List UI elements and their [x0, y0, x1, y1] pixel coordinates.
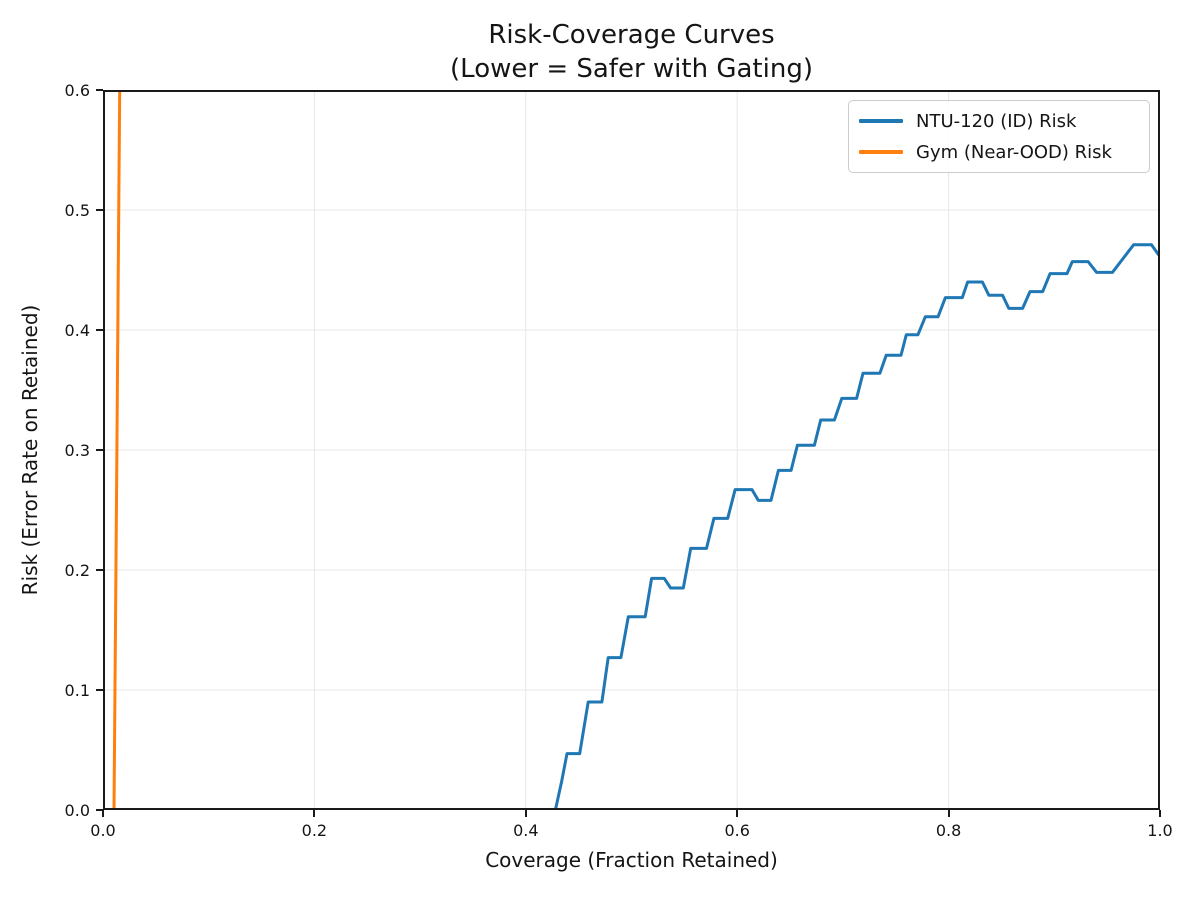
x-tick-mark — [736, 810, 739, 817]
series-line-0 — [103, 243, 1160, 810]
legend: NTU-120 (ID) Risk Gym (Near-OOD) Risk — [848, 100, 1150, 173]
x-tick-label: 0.4 — [513, 821, 539, 840]
x-tick-label: 0.8 — [935, 821, 962, 840]
y-tick-label: 0.5 — [64, 201, 90, 220]
legend-line-swatch-blue — [859, 119, 903, 123]
y-tick-label: 0.4 — [64, 321, 90, 340]
y-axis-label: Risk (Error Rate on Retained) — [18, 304, 42, 596]
legend-line-swatch-orange — [859, 150, 903, 154]
legend-label-ntu120: NTU-120 (ID) Risk — [916, 110, 1077, 132]
x-tick-mark — [313, 810, 316, 817]
x-tick-label: 1.0 — [1147, 821, 1173, 840]
y-tick-label: 0.0 — [64, 801, 90, 820]
chart-canvas — [103, 90, 1160, 810]
y-tick-mark — [96, 89, 103, 91]
plot-border — [103, 90, 1160, 810]
chart-title-line-1: Risk-Coverage Curves — [488, 20, 775, 50]
x-axis-label: Coverage (Fraction Retained) — [485, 848, 778, 872]
x-tick-label: 0.0 — [90, 821, 116, 840]
x-tick-mark — [102, 810, 104, 817]
x-tick-mark — [1159, 810, 1161, 817]
legend-label-gym: Gym (Near-OOD) Risk — [916, 141, 1112, 163]
chart-title: Risk-Coverage Curves (Lower = Safer with… — [103, 18, 1160, 86]
y-tick-mark — [96, 449, 103, 451]
x-tick-label: 0.6 — [724, 821, 750, 840]
plot-area — [103, 90, 1160, 810]
x-tick-mark — [524, 810, 527, 817]
x-tick-label: 0.2 — [301, 821, 328, 840]
y-tick-label: 0.3 — [64, 441, 90, 460]
chart-title-line-2: (Lower = Safer with Gating) — [450, 54, 813, 84]
y-tick-mark — [96, 329, 103, 331]
series-line-1 — [112, 90, 122, 810]
y-tick-label: 0.6 — [64, 81, 90, 100]
y-tick-mark — [96, 569, 103, 571]
legend-item-ntu120: NTU-120 (ID) Risk — [859, 109, 1139, 133]
y-tick-mark — [96, 809, 103, 811]
y-tick-label: 0.2 — [64, 561, 90, 580]
y-tick-label: 0.1 — [64, 681, 90, 700]
legend-item-gym: Gym (Near-OOD) Risk — [859, 140, 1139, 164]
x-tick-mark — [947, 810, 950, 817]
y-tick-mark — [96, 689, 103, 691]
y-tick-mark — [96, 209, 103, 211]
